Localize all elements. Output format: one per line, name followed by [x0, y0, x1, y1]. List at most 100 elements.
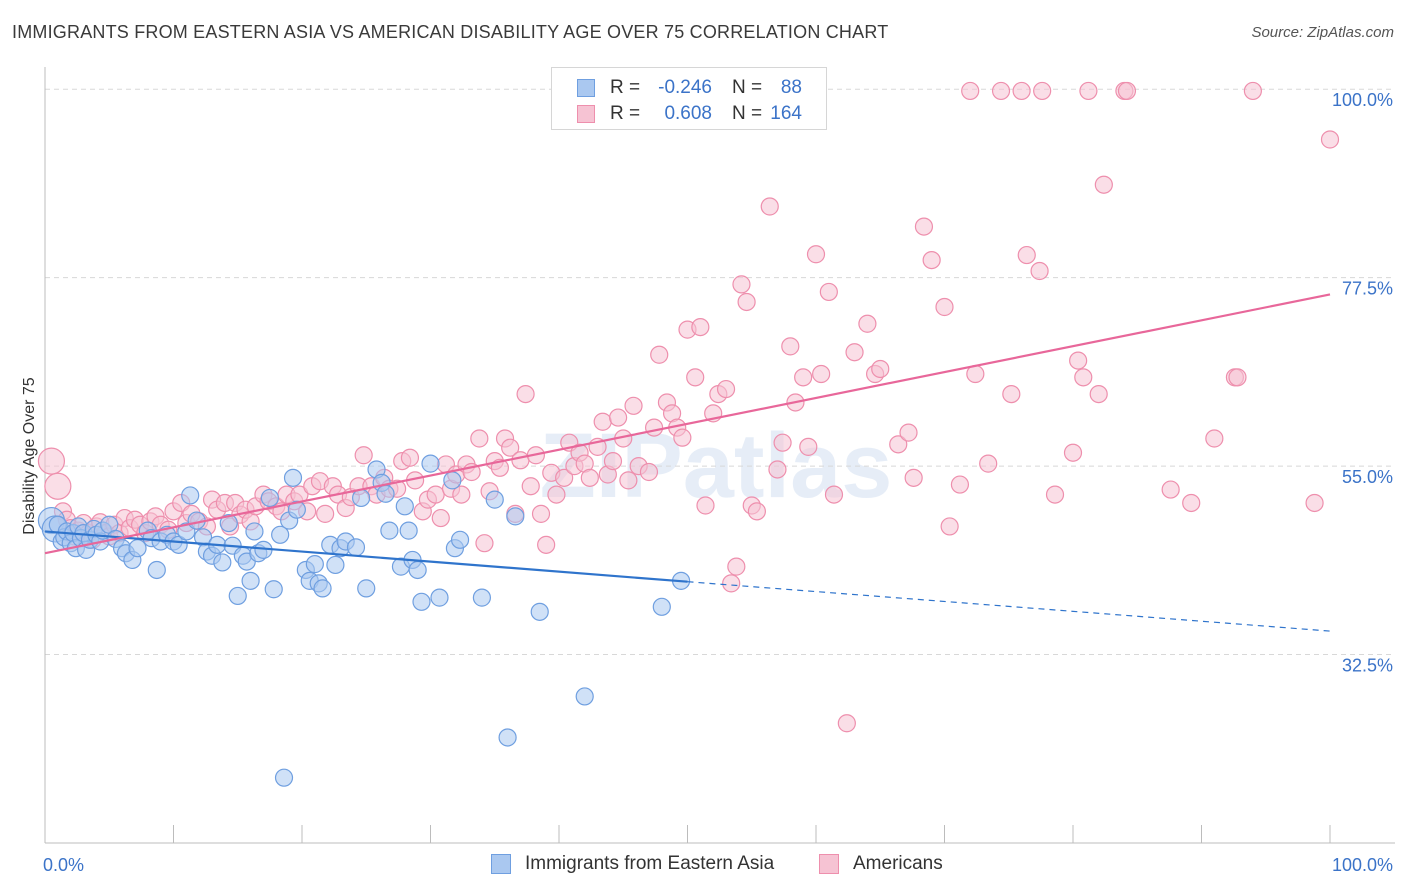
data-point	[408, 560, 427, 580]
data-point	[537, 535, 556, 554]
data-point	[498, 728, 517, 747]
data-point	[426, 485, 445, 504]
data-point	[871, 359, 890, 379]
data-point	[1002, 384, 1021, 404]
data-point	[575, 687, 594, 706]
data-point	[506, 507, 525, 526]
data-point	[686, 368, 705, 387]
data-point	[147, 560, 166, 580]
r-label: R =	[610, 103, 641, 124]
data-point	[619, 471, 638, 490]
data-point	[443, 471, 462, 490]
n-label: N =	[732, 103, 763, 124]
data-point	[1243, 81, 1263, 101]
data-point	[1074, 368, 1093, 387]
data-point	[128, 539, 147, 558]
data-point	[376, 484, 395, 503]
data-point	[1017, 245, 1036, 265]
axis-labels: 32.5% 55.0% 77.5% 100.0% 0.0% 100.0% Disabilit…	[21, 90, 1393, 875]
legend-label: Immigrants from Eastern Asia	[525, 853, 775, 874]
data-point	[991, 81, 1011, 101]
data-point	[837, 714, 856, 733]
data-point	[400, 448, 420, 467]
data-point	[652, 597, 671, 616]
data-point	[1079, 81, 1098, 101]
r-value: 0.608	[664, 103, 712, 124]
data-point	[511, 451, 530, 470]
y-axis-title: Disability Age Over 75	[21, 377, 38, 535]
data-point	[354, 446, 373, 465]
data-point	[722, 574, 741, 593]
data-point	[1045, 485, 1065, 504]
y-tick-label: 77.5%	[1342, 279, 1393, 299]
data-point	[961, 81, 980, 101]
data-point	[399, 521, 418, 540]
data-point	[501, 438, 520, 457]
n-value: 88	[780, 77, 802, 98]
data-point	[696, 496, 715, 515]
data-point	[44, 472, 72, 500]
trend-lines	[44, 293, 1331, 632]
data-point	[593, 412, 612, 431]
data-point	[781, 337, 800, 356]
data-point	[1094, 175, 1113, 194]
data-point	[716, 379, 736, 399]
data-point	[475, 534, 494, 553]
data-point	[773, 433, 792, 452]
r-value: -0.246	[658, 77, 712, 98]
data-point	[580, 468, 599, 487]
data-point	[431, 508, 450, 528]
data-point	[326, 555, 345, 575]
data-point	[547, 485, 566, 504]
data-point	[1205, 429, 1224, 448]
data-point	[472, 588, 491, 607]
data-point	[421, 454, 440, 473]
data-point	[979, 454, 998, 473]
data-point	[305, 555, 324, 574]
data-point	[352, 488, 371, 508]
data-point	[824, 485, 844, 504]
data-point	[181, 486, 200, 505]
data-point	[727, 557, 746, 576]
data-point	[691, 317, 710, 337]
data-point	[531, 504, 551, 523]
data-point	[521, 477, 540, 496]
n-label: N =	[732, 77, 763, 98]
data-point	[485, 490, 504, 509]
data-point	[935, 297, 954, 317]
y-tick-label: 32.5%	[1342, 656, 1393, 676]
r-label: R =	[610, 77, 641, 98]
x-tick-label: 100.0%	[1332, 855, 1393, 875]
data-point	[245, 522, 264, 541]
data-point	[1069, 351, 1088, 370]
data-point	[516, 384, 535, 404]
data-point	[1161, 480, 1180, 499]
correlation-legend: R = -0.246 N = 88 R = 0.608 N = 164	[551, 67, 827, 130]
data-point	[845, 343, 864, 362]
data-point	[395, 497, 414, 516]
legend-row-pink: R = 0.608 N = 164	[552, 100, 826, 128]
legend-row-blue: R = -0.246 N = 88	[552, 74, 826, 102]
data-point	[1228, 368, 1247, 387]
data-point	[639, 462, 659, 482]
pink-swatch	[577, 105, 595, 123]
data-point	[271, 525, 290, 544]
data-point	[819, 282, 838, 302]
y-tick-label: 100.0%	[1332, 90, 1393, 110]
trend-line-eastern-asia	[44, 530, 688, 583]
data-point	[450, 530, 470, 549]
source-credit: Source: ZipAtlas.com	[1251, 24, 1394, 41]
data-point	[274, 768, 294, 787]
data-point	[904, 468, 923, 487]
data-point	[624, 396, 643, 415]
data-point	[1033, 81, 1052, 101]
trend-line-eastern-asia-extension	[687, 581, 1331, 632]
data-point	[452, 485, 471, 504]
data-point	[603, 451, 623, 471]
data-point	[673, 428, 692, 447]
blue-swatch	[577, 79, 595, 97]
data-point	[1320, 130, 1340, 149]
data-point	[794, 368, 813, 387]
data-point	[1063, 443, 1083, 462]
data-point	[1089, 384, 1108, 404]
